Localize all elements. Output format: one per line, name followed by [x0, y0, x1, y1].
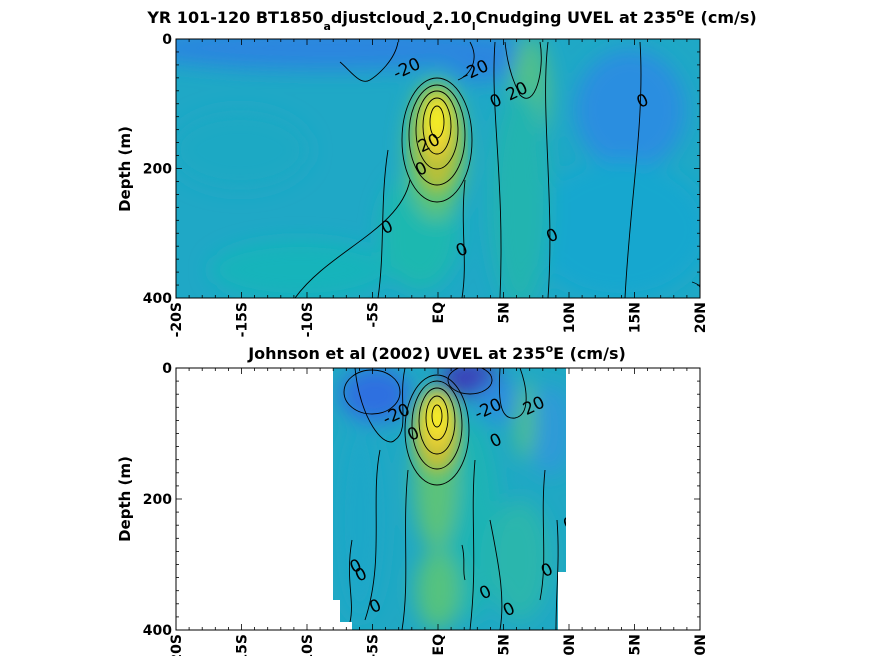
top-x-tick-label: -20S	[169, 302, 185, 337]
top-x-tick-label: 5N	[497, 302, 513, 323]
bottom-y-axis: 0 200 400	[143, 361, 700, 639]
top-y-tick-label: 0	[162, 32, 172, 48]
top-y-tick-label: 200	[143, 162, 172, 178]
top-x-axis: -20S -15S -10S -5S EQ 5N 10N 15N 20N	[169, 39, 709, 337]
top-panel: YR 101-120 BT1850adjustcloudv2.10lCnudgi…	[116, 6, 757, 337]
bottom-x-axis: -20S -15S -10S -5S EQ 5N 10N 15N 20N	[169, 368, 709, 656]
bottom-title: Johnson et al (2002) UVEL at 235oE (cm/s…	[247, 342, 626, 363]
top-x-tick-label: 20N	[693, 302, 709, 333]
bottom-y-tick-label: 200	[143, 492, 172, 508]
bottom-y-tick-label: 0	[162, 361, 172, 377]
top-x-tick-label: -10S	[300, 302, 316, 337]
top-x-tick-label: 10N	[562, 302, 578, 333]
top-y-axis-label: Depth (m)	[116, 126, 134, 212]
top-x-tick-label: EQ	[431, 302, 447, 324]
top-x-tick-label: -5S	[366, 302, 382, 328]
top-x-tick-label: 15N	[628, 302, 644, 333]
bottom-x-tick-label: -5S	[366, 634, 382, 656]
top-contour-lines	[294, 41, 700, 298]
bottom-contour-label: 0	[560, 513, 578, 536]
bottom-x-tick-label: EQ	[431, 634, 447, 656]
bottom-panel: Johnson et al (2002) UVEL at 235oE (cm/s…	[116, 342, 709, 656]
bottom-x-tick-label: -20S	[169, 634, 185, 656]
top-x-tick-label: -15S	[235, 302, 251, 337]
bottom-x-tick-label: 15N	[628, 634, 644, 656]
bottom-heatmap-field: -20-2020000000000	[333, 368, 578, 630]
bottom-x-tick-label: 5N	[497, 634, 513, 655]
bottom-y-axis-label: Depth (m)	[116, 456, 134, 542]
bottom-x-tick-label: 20N	[693, 634, 709, 656]
bottom-x-tick-label: -10S	[300, 634, 316, 656]
bottom-x-tick-label: -15S	[235, 634, 251, 656]
bottom-x-tick-label: 10N	[562, 634, 578, 656]
top-y-tick-label: 400	[143, 291, 172, 307]
bottom-y-tick-label: 400	[143, 623, 172, 639]
top-y-axis: 0 200 400	[143, 32, 700, 307]
top-title: YR 101-120 BT1850adjustcloudv2.10lCnudgi…	[146, 6, 756, 33]
bottom-contour-lines	[343, 368, 559, 630]
